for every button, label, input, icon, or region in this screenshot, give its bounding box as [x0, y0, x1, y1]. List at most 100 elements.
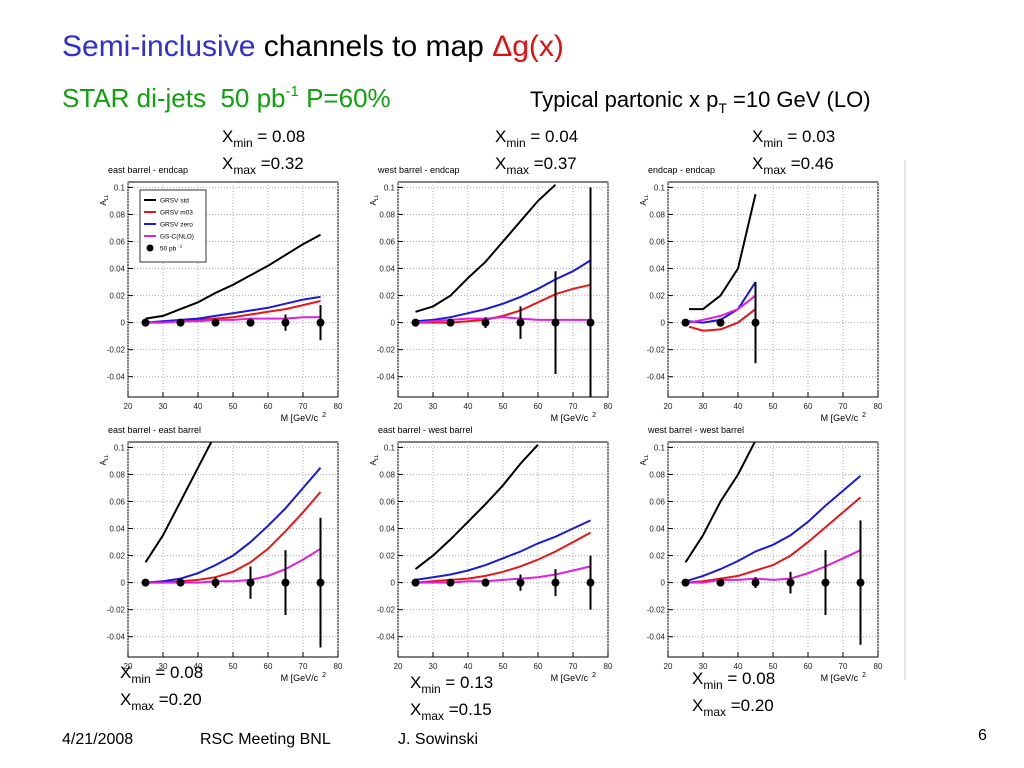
- annotation-text: =0.20: [154, 690, 202, 709]
- chart: 20 30 40 50 60 70 80 -0.04 -0.02 0 0.02 0.04 0.06 0.0…: [639, 425, 883, 719]
- x-axis-label: M [GeV/c 2: [551, 672, 597, 683]
- y-tick-label: 0.1: [114, 443, 126, 452]
- data-point: [551, 318, 560, 327]
- title-part: g(x): [512, 30, 564, 63]
- x-tick-label: 20: [664, 402, 673, 411]
- x-tick-label: 70: [839, 402, 848, 411]
- annotation-text: = 0.08: [253, 127, 305, 146]
- legend-label: GRSV zero: [160, 222, 193, 229]
- series-line: [685, 496, 862, 584]
- x-tick-label: 50: [499, 662, 508, 671]
- annotation-base: X: [495, 154, 506, 173]
- y-label-text: A: [369, 459, 378, 465]
- y-axis-label: ALL: [639, 194, 650, 205]
- y-tick-label: 0.02: [109, 292, 125, 301]
- x-label-text: M [GeV/c: [281, 673, 319, 683]
- y-tick-label: -0.02: [107, 346, 126, 355]
- annotation-sub: min: [763, 136, 782, 150]
- y-tick-label: 0.08: [379, 470, 395, 479]
- y-axis-label: ALL: [369, 454, 380, 465]
- x-tick-label: 70: [839, 662, 848, 671]
- x-tick-label: 20: [394, 402, 403, 411]
- annotation: Xmin = 0.08: [120, 663, 203, 686]
- annotation-text: =0.37: [529, 154, 577, 173]
- x-tick-label: 40: [734, 402, 743, 411]
- x-label-sup: 2: [322, 412, 326, 419]
- data-point: [786, 578, 795, 587]
- annotation-sub: max: [421, 709, 444, 723]
- y-tick-label: 0.08: [109, 470, 125, 479]
- x-label-text: M [GeV/c: [281, 413, 319, 423]
- series-line: [415, 283, 591, 324]
- annotation-text: =0.32: [256, 154, 304, 173]
- note-text: Typical partonic x p: [530, 87, 718, 112]
- data-point: [716, 578, 725, 587]
- legend-text: 50 pb: [160, 246, 177, 253]
- y-tick-label: 0.08: [649, 470, 665, 479]
- annotation-sub: max: [703, 705, 726, 719]
- series-line: [415, 565, 591, 584]
- y-axis-label: ALL: [99, 194, 110, 205]
- y-tick-label: -0.04: [107, 373, 126, 382]
- annotation-text: = 0.03: [783, 127, 835, 146]
- chart-title: west barrel - west barrel: [647, 425, 744, 435]
- chart-title: east barrel - east barrel: [108, 425, 201, 435]
- x-tick-label: 60: [534, 402, 543, 411]
- x-tick-label: 50: [769, 402, 778, 411]
- annotation-base: X: [752, 154, 763, 173]
- y-tick-label: 0.1: [114, 183, 126, 192]
- footer-date: 4/21/2008: [62, 731, 133, 748]
- x-tick-label: 80: [604, 662, 613, 671]
- series-line: [688, 294, 757, 324]
- annotation-sub: min: [233, 136, 252, 150]
- slide-subtitle: STAR di-jets 50 pb-1 P=60%: [62, 83, 391, 113]
- x-tick-label: 20: [664, 662, 673, 671]
- data-point: [446, 318, 455, 327]
- annotation: Xmax =0.20: [692, 696, 774, 719]
- plot-area: [141, 233, 325, 341]
- subtitle-sup: -1: [286, 83, 299, 100]
- data-point: [821, 578, 830, 587]
- y-tick-label: -0.04: [377, 633, 396, 642]
- plot-area: [411, 183, 595, 397]
- y-tick-label: -0.02: [647, 346, 666, 355]
- data-point: [681, 578, 690, 587]
- y-tick-label: 0.06: [649, 237, 665, 246]
- annotation: Xmin = 0.08: [222, 127, 305, 150]
- data-point: [246, 318, 255, 327]
- y-tick-label: 0: [661, 319, 666, 328]
- y-tick-label: 0.1: [384, 183, 396, 192]
- y-tick-label: 0.04: [649, 265, 665, 274]
- x-tick-label: 60: [264, 402, 273, 411]
- series-line: [414, 444, 539, 570]
- data-point: [411, 578, 420, 587]
- annotation: Xmin = 0.03: [752, 127, 835, 150]
- series-line: [415, 183, 557, 313]
- x-tick-label: 40: [734, 662, 743, 671]
- series-line: [145, 316, 321, 324]
- legend-label: 50 pb -1: [160, 244, 183, 253]
- data-point: [211, 578, 220, 587]
- y-tick-label: 0.04: [649, 525, 665, 534]
- chart: 20 30 40 50 60 70 80 -0.04 -0.02 0 0.02 0.04 0.06 0.0…: [99, 425, 343, 713]
- plot-area: [141, 442, 325, 648]
- y-tick-label: -0.02: [647, 606, 666, 615]
- y-label-sub: LL: [644, 194, 650, 200]
- series-line: [145, 467, 322, 584]
- y-tick-label: 0: [391, 319, 396, 328]
- x-tick-label: 60: [804, 402, 813, 411]
- x-label-sup: 2: [592, 672, 596, 679]
- y-tick-label: 0.06: [109, 497, 125, 506]
- note-sub: T: [718, 100, 727, 116]
- x-tick-label: 20: [124, 402, 133, 411]
- data-point: [751, 578, 760, 587]
- annotation-text: = 0.13: [441, 673, 493, 692]
- series-line: [688, 308, 757, 332]
- x-tick-label: 40: [194, 662, 203, 671]
- annotation-base: X: [222, 154, 233, 173]
- data-point: [176, 318, 185, 327]
- series-line: [684, 442, 756, 563]
- y-tick-label: 0.08: [379, 210, 395, 219]
- series-line: [415, 531, 591, 584]
- series-line: [685, 475, 862, 583]
